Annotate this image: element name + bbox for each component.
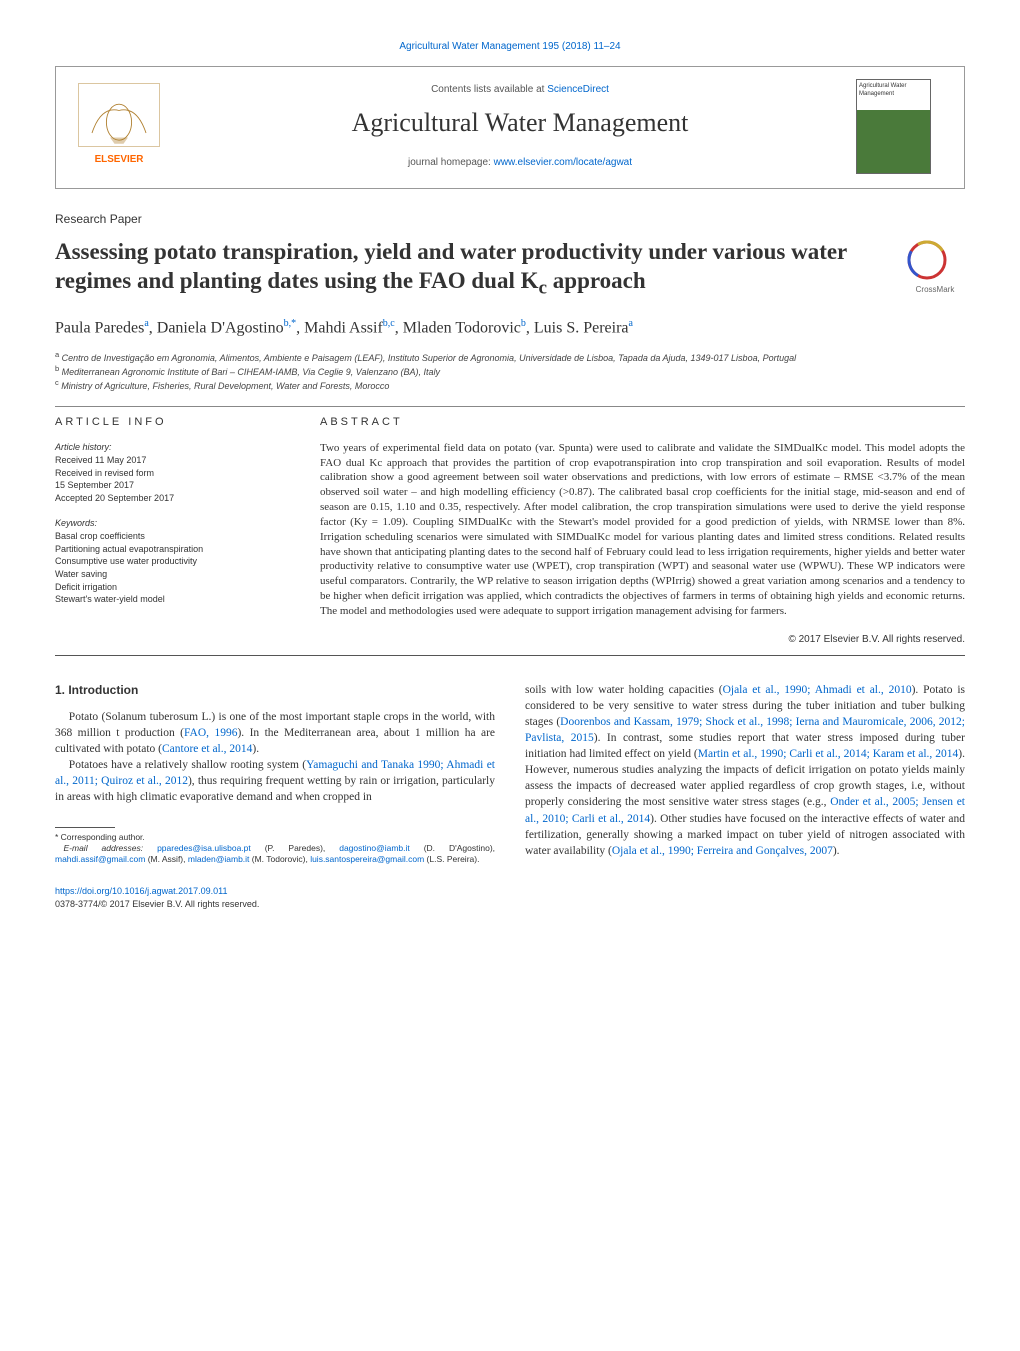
keyword: Partitioning actual evapotranspiration [55, 543, 285, 556]
running-head-citation: Agricultural Water Management 195 (2018)… [55, 40, 965, 54]
history-label: Article history: [55, 441, 285, 454]
citation-link[interactable]: Ojala et al., 1990; Ahmadi et al., 2010 [723, 684, 912, 696]
keyword: Stewart's water-yield model [55, 593, 285, 606]
citation-link[interactable]: FAO, 1996 [184, 727, 237, 739]
journal-header: ELSEVIER Contents lists available at Sci… [55, 66, 965, 189]
history-line: 15 September 2017 [55, 479, 285, 492]
keyword: Water saving [55, 568, 285, 581]
keyword: Basal crop coefficients [55, 530, 285, 543]
article-body: 1. Introduction Potato (Solanum tuberosu… [55, 682, 965, 866]
abstract-text: Two years of experimental field data on … [320, 441, 965, 619]
journal-homepage-line: journal homepage: www.elsevier.com/locat… [199, 156, 841, 170]
doi-link[interactable]: https://doi.org/10.1016/j.agwat.2017.09.… [55, 886, 227, 896]
body-paragraph: Potatoes have a relatively shallow rooti… [55, 757, 495, 805]
email-link[interactable]: pparedes@isa.ulisboa.pt [157, 843, 251, 853]
email-link[interactable]: mahdi.assif@gmail.com [55, 854, 145, 864]
history-line: Accepted 20 September 2017 [55, 492, 285, 505]
issn-copyright: 0378-3774/© 2017 Elsevier B.V. All right… [55, 899, 259, 909]
elsevier-logo: ELSEVIER [74, 79, 184, 174]
citation-link[interactable]: Cantore et al., 2014 [162, 743, 252, 755]
svg-text:ELSEVIER: ELSEVIER [95, 154, 144, 165]
keyword: Consumptive use water productivity [55, 555, 285, 568]
keyword: Deficit irrigation [55, 581, 285, 594]
body-paragraph: soils with low water holding capacities … [525, 682, 965, 859]
contents-lists-line: Contents lists available at ScienceDirec… [199, 83, 841, 97]
article-info-block: article info Article history: Received 1… [55, 415, 285, 647]
article-title: Assessing potato transpiration, yield an… [55, 238, 885, 300]
footnote-rule [55, 827, 115, 828]
doi-block: https://doi.org/10.1016/j.agwat.2017.09.… [55, 885, 965, 910]
journal-cover-thumbnail: Agricultural Water Management [856, 79, 931, 174]
citation-link[interactable]: Martin et al., 1990; Carli et al., 2014;… [698, 748, 959, 760]
crossmark-badge[interactable]: CrossMark [905, 238, 965, 303]
corresponding-note: * Corresponding author. [55, 832, 495, 843]
article-type-label: Research Paper [55, 211, 965, 228]
citation-link[interactable]: Agricultural Water Management 195 (2018)… [399, 41, 620, 52]
keywords-label: Keywords: [55, 517, 285, 530]
email-link[interactable]: luis.santospereira@gmail.com [310, 854, 424, 864]
author-list: Paula Paredesa, Daniela D'Agostinob,*, M… [55, 317, 965, 340]
journal-homepage-link[interactable]: www.elsevier.com/locate/agwat [494, 157, 632, 168]
email-addresses: E-mail addresses: pparedes@isa.ulisboa.p… [55, 843, 495, 865]
divider [55, 406, 965, 407]
divider [55, 655, 965, 656]
abstract-heading: abstract [320, 415, 965, 430]
abstract-block: abstract Two years of experimental field… [320, 415, 965, 647]
email-link[interactable]: mladen@iamb.it [188, 854, 250, 864]
section-heading-introduction: 1. Introduction [55, 682, 495, 699]
history-line: Received in revised form [55, 467, 285, 480]
journal-title: Agricultural Water Management [199, 105, 841, 141]
svg-text:CrossMark: CrossMark [916, 285, 956, 294]
footnotes-block: * Corresponding author. E-mail addresses… [55, 832, 495, 865]
history-line: Received 11 May 2017 [55, 454, 285, 467]
article-info-heading: article info [55, 415, 285, 430]
body-paragraph: Potato (Solanum tuberosum L.) is one of … [55, 709, 495, 757]
affiliation-list: a Centro de Investigação em Agronomia, A… [55, 350, 965, 392]
citation-link[interactable]: Ojala et al., 1990; Ferreira and Gonçalv… [612, 845, 833, 857]
sciencedirect-link[interactable]: ScienceDirect [547, 84, 609, 95]
email-link[interactable]: dagostino@iamb.it [339, 843, 410, 853]
abstract-copyright: © 2017 Elsevier B.V. All rights reserved… [320, 633, 965, 647]
